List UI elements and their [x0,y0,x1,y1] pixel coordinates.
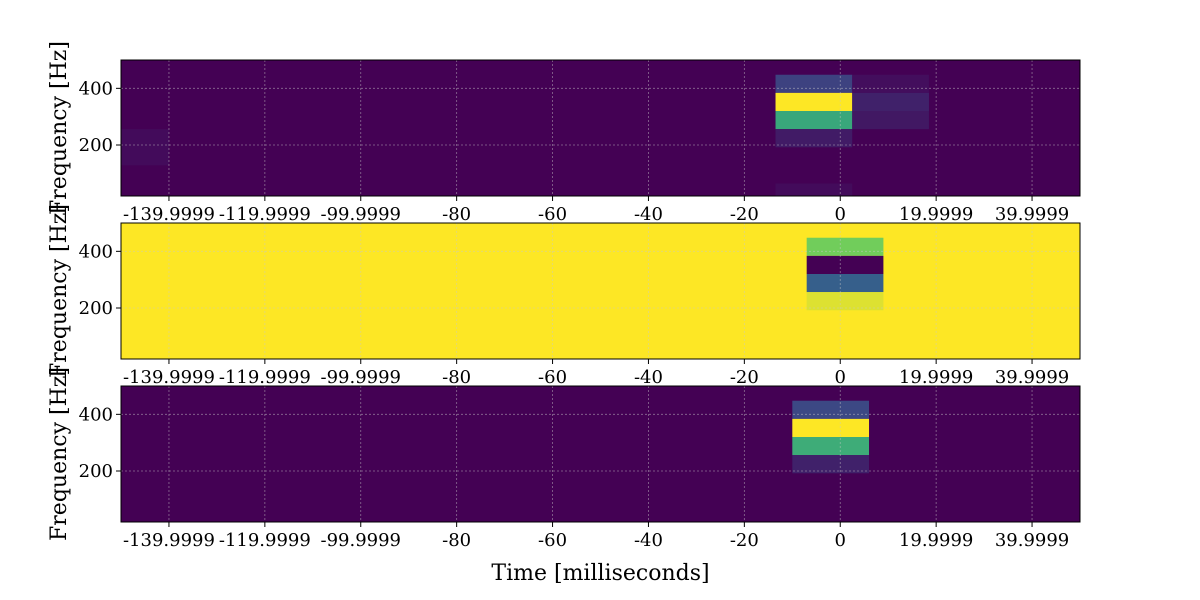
y-axis-label-1: Frequency [Hz] [47,41,72,215]
y-tick-label-3-2: 400 [79,404,113,425]
y-tick-label-2-2: 400 [79,241,113,262]
heatmap-cell-2-2 [806,255,884,274]
x-tick-label-3-3: -99.9999 [320,530,401,551]
x-tick-label-1-3: -99.9999 [320,204,401,225]
x-tick-label-1-8: 0 [835,204,846,225]
y-tick-label-1-2: 400 [79,78,113,99]
heatmap-cell-1-6 [852,92,929,111]
x-tick-label-2-3: -99.9999 [320,367,401,388]
x-tick-label-2-1: -139.9999 [123,367,215,388]
x-tick-label-2-6: -40 [634,367,663,388]
x-tick-label-1-4: -80 [442,204,471,225]
axes-frame-1 [120,59,1081,197]
x-tick-label-2-5: -60 [538,367,567,388]
heatmap-background-3 [121,386,1080,522]
x-tick-label-1-2: -119.9999 [219,204,311,225]
x-tick-label-3-4: -80 [442,530,471,551]
y-tick-label-3-1: 200 [79,461,113,482]
x-tick-label-2-2: -119.9999 [219,367,311,388]
x-tick-label-2-7: -20 [730,367,759,388]
heatmap-cell-3-3 [792,437,870,456]
heatmap-cell-1-2 [775,92,853,111]
heatmap-cell-1-4 [775,129,853,148]
heatmap-cell-1-3 [775,111,853,130]
x-tick-label-3-9: 19.9999 [899,530,973,551]
heatmap-cell-3-4 [792,455,870,474]
y-axis-label-2: Frequency [Hz] [47,204,72,378]
heatmap-cell-1-7 [852,111,929,130]
x-tick-label-3-2: -119.9999 [219,530,311,551]
x-tick-label-3-7: -20 [730,530,759,551]
x-tick-label-1-7: -20 [730,204,759,225]
y-tick-label-2-1: 200 [79,298,113,319]
heatmap-cell-2-1 [806,237,884,256]
x-tick-label-2-8: 0 [835,367,846,388]
heatmap-cell-1-8 [775,183,853,196]
x-tick-label-2-4: -80 [442,367,471,388]
heatmap-cell-1-5 [852,74,929,93]
heatmap-cell-2-4 [806,292,884,311]
heatmap-cell-3-2 [792,418,870,437]
heatmap-cell-1-9 [121,129,169,166]
x-tick-label-3-6: -40 [634,530,663,551]
x-tick-label-1-9: 19.9999 [899,204,973,225]
x-tick-label-2-10: 39.9999 [995,367,1069,388]
x-tick-label-3-10: 39.9999 [995,530,1069,551]
x-tick-label-3-8: 0 [835,530,846,551]
x-tick-label-2-9: 19.9999 [899,367,973,388]
x-tick-label-1-5: -60 [538,204,567,225]
y-axis-label-3: Frequency [Hz] [47,367,72,541]
axes-frame-2 [120,222,1081,360]
axes-frame-3 [120,385,1081,523]
heatmap-cell-1-1 [775,74,853,93]
heatmap-background-2 [121,223,1080,359]
x-axis-label: Time [milliseconds] [491,561,709,586]
x-tick-label-1-1: -139.9999 [123,204,215,225]
x-tick-label-3-1: -139.9999 [123,530,215,551]
x-tick-label-1-6: -40 [634,204,663,225]
heatmap-cell-2-3 [806,274,884,293]
x-tick-label-3-5: -60 [538,530,567,551]
y-tick-label-1-1: 200 [79,135,113,156]
x-tick-label-1-10: 39.9999 [995,204,1069,225]
heatmap-cell-3-1 [792,400,870,419]
